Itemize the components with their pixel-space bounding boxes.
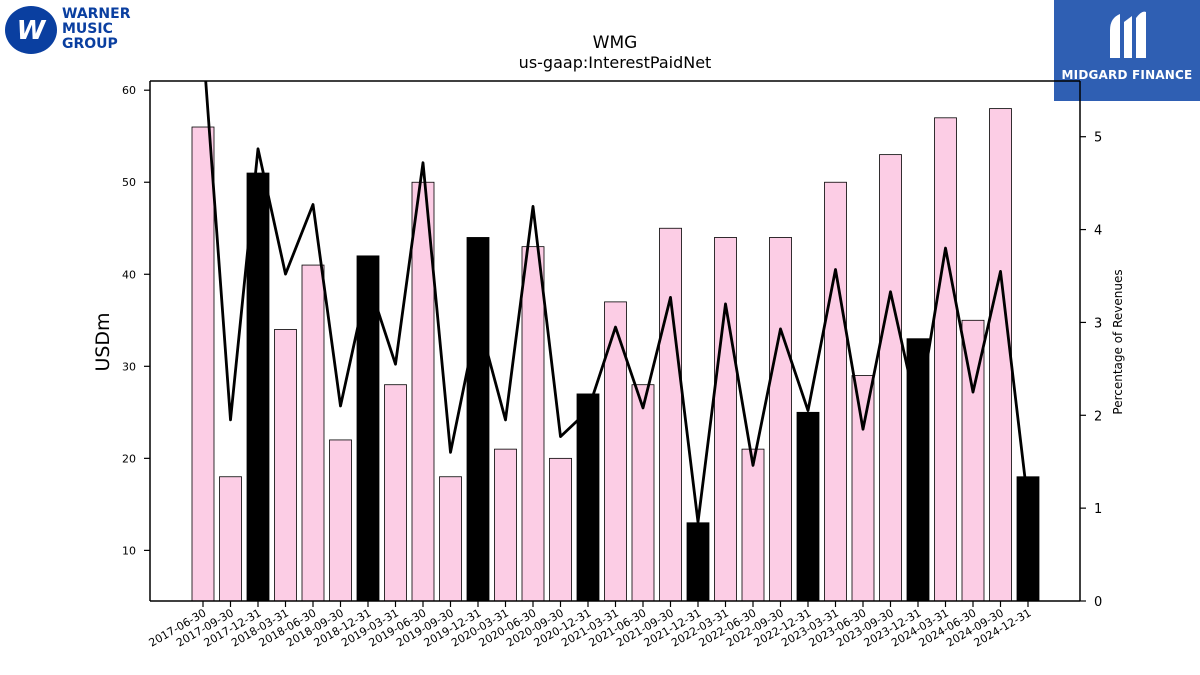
bar-2021-09-30 (659, 227, 682, 602)
y2-tick-label: 2 (1094, 409, 1102, 424)
bar-2024-03-31 (934, 117, 957, 602)
bar-2020-09-30 (549, 457, 572, 602)
bar-2018-03-31 (274, 329, 297, 602)
y2-tick-label: 5 (1094, 131, 1102, 146)
y-tick-label: 60 (122, 84, 136, 97)
chart-title: WMG (593, 33, 638, 53)
bar-2020-12-31 (576, 393, 600, 602)
bar-2019-09-30 (439, 476, 462, 602)
bar-2022-12-31 (796, 411, 820, 602)
y2-tick-label: 0 (1094, 595, 1102, 610)
bar-2021-12-31 (686, 522, 710, 602)
bar-2024-09-30 (989, 108, 1012, 602)
y-axis-label: USDm (92, 312, 114, 371)
y-tick-label: 50 (122, 176, 136, 189)
y-tick-label: 40 (122, 268, 136, 281)
bar-2017-06-30 (191, 126, 215, 602)
svg-text:W: W (17, 16, 47, 46)
y2-tick-label: 3 (1094, 316, 1102, 331)
bar-2019-03-31 (384, 384, 407, 602)
wmg-logo-line-2: MUSIC (62, 21, 113, 37)
line-layer (204, 81, 1030, 524)
midgard-emblem-icon (1110, 11, 1146, 59)
bar-2023-03-31 (824, 181, 847, 602)
chart-subtitle: us-gaap:InterestPaidNet (519, 53, 712, 72)
wmg-logo-line-1: WARNER (62, 6, 131, 22)
bar-2020-06-30 (521, 246, 545, 602)
bar-2019-12-31 (466, 237, 490, 602)
y-tick-label: 20 (122, 452, 136, 465)
y2-axis-label: Percentage of Revenues (1111, 269, 1125, 414)
wmg-logo-line-3: GROUP (62, 36, 118, 52)
midgard-finance-logo: MIDGARD FINANCE (1054, 0, 1200, 101)
y2-tick-label: 1 (1094, 502, 1102, 517)
wmg-emblem-icon: W (5, 6, 57, 54)
revenue-percentage-line (204, 81, 1030, 524)
bar-2018-09-30 (329, 439, 352, 602)
y-tick-label: 30 (122, 360, 136, 373)
midgard-logo-text: MIDGARD FINANCE (1061, 68, 1193, 82)
bar-2018-06-30 (301, 264, 325, 602)
bars-layer (191, 108, 1040, 602)
bar-2023-09-30 (879, 154, 902, 602)
bar-2022-09-30 (769, 237, 792, 602)
bar-2017-09-30 (219, 476, 242, 602)
bar-2021-06-30 (631, 384, 655, 602)
bar-2020-03-31 (494, 448, 517, 602)
bar-2022-03-31 (714, 237, 737, 602)
warner-music-group-logo: W WARNER MUSIC GROUP (4, 5, 144, 57)
bar-2023-06-30 (851, 375, 875, 602)
y2-tick-label: 4 (1094, 224, 1102, 239)
y-tick-label: 10 (122, 544, 136, 557)
bar-2022-06-30 (741, 448, 765, 602)
